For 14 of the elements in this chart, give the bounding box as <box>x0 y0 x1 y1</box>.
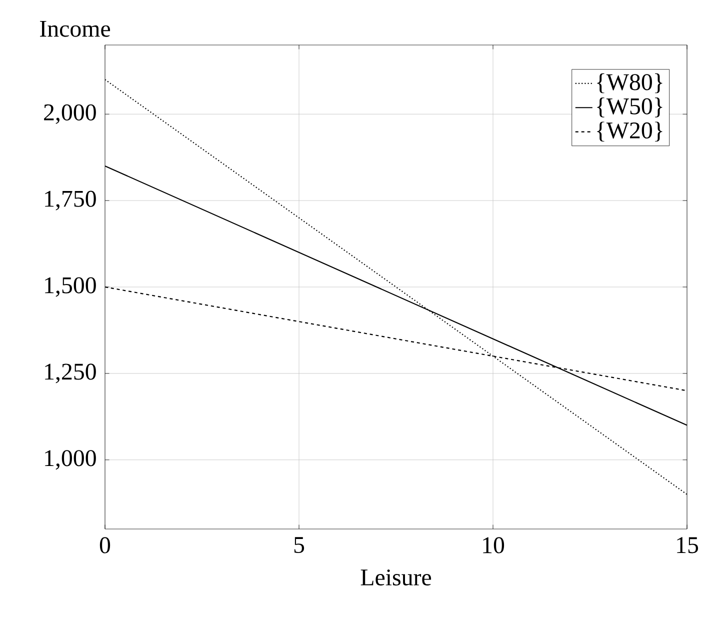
y-tick-label: 1,000 <box>45 450 96 470</box>
x-tick-label: 15 <box>677 537 698 554</box>
y-axis-title: Income <box>40 20 110 37</box>
y-tick-label: 1,250 <box>45 364 96 384</box>
legend-label: {W80} <box>597 73 662 94</box>
legend-label: {W20} <box>597 122 662 142</box>
x-tick-label: 5 <box>294 537 304 554</box>
y-tick-label: 1,750 <box>45 190 96 210</box>
y-tick-label: 2,000 <box>44 104 96 124</box>
y-tick-label: 1,500 <box>45 277 96 297</box>
legend-label: {W50} <box>597 98 662 118</box>
x-tick-label: 0 <box>100 537 110 554</box>
x-tick-label: 10 <box>483 537 504 554</box>
x-axis-title: Leisure <box>360 569 432 586</box>
